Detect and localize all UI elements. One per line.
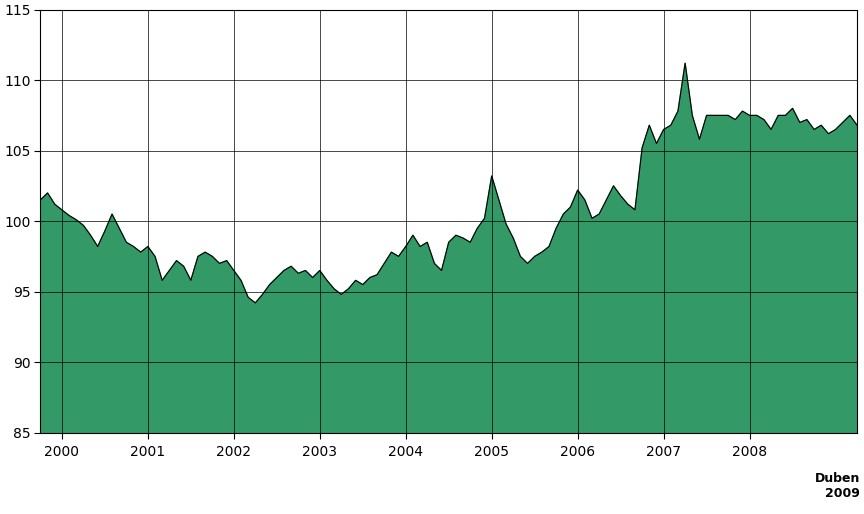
Text: Duben
2009: Duben 2009 (815, 471, 860, 500)
